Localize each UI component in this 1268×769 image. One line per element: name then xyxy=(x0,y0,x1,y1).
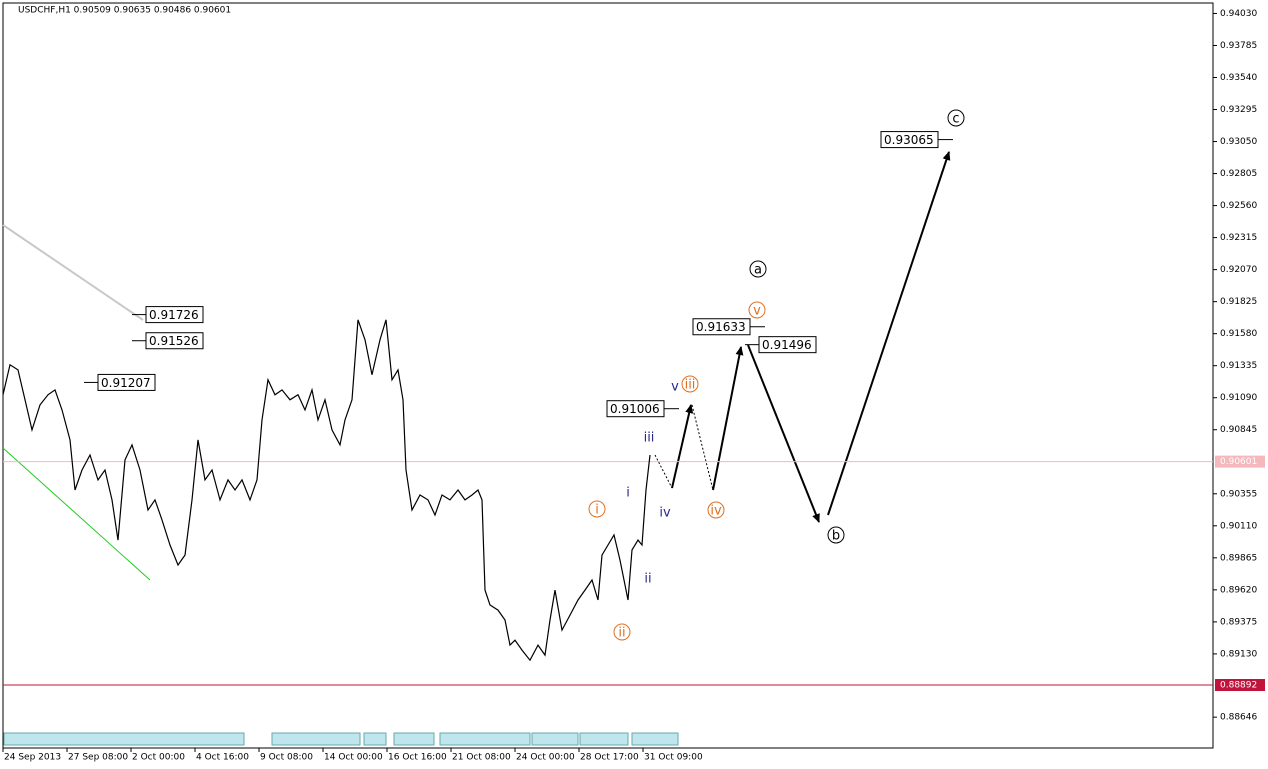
wave-label: i xyxy=(595,503,599,518)
price-level-label: 0.88892 xyxy=(1220,681,1257,691)
price-mark-box xyxy=(692,318,751,336)
wave-circle xyxy=(749,260,767,278)
y-tick-label: 0.93785 xyxy=(1220,41,1257,51)
x-tick-label: 24 Oct 00:00 xyxy=(516,753,575,763)
wave-circle xyxy=(613,623,631,641)
y-tick-label: 0.93050 xyxy=(1220,137,1257,147)
y-tick-label: 0.94030 xyxy=(1220,9,1257,19)
arrow xyxy=(747,344,820,523)
y-tick-label: 0.88646 xyxy=(1220,713,1257,723)
y-tick-label: 0.91335 xyxy=(1220,361,1257,371)
x-tick-label: 21 Oct 08:00 xyxy=(452,753,511,763)
price-level-tag xyxy=(1215,679,1265,692)
x-tick-label: 27 Sep 08:00 xyxy=(68,753,128,763)
price-mark-label: 0.91207 xyxy=(101,376,151,390)
x-tick-label: 24 Sep 2013 xyxy=(4,753,61,763)
wave-label: iv xyxy=(710,504,722,519)
wave-label: c xyxy=(952,112,959,127)
y-tick-label: 0.90845 xyxy=(1220,425,1257,435)
wave-circle xyxy=(947,109,965,127)
y-tick-label: 0.91090 xyxy=(1220,393,1257,403)
arrow xyxy=(691,404,714,491)
x-tick-label: 31 Oct 09:00 xyxy=(644,753,703,763)
wave-circle xyxy=(707,501,725,519)
wave-label: ii xyxy=(644,572,651,587)
y-tick-label: 0.89375 xyxy=(1220,617,1257,627)
y-tick-label: 0.89130 xyxy=(1220,649,1257,659)
chart-title: USDCHF,H1 0.90509 0.90635 0.90486 0.9060… xyxy=(18,6,231,16)
wave-label: b xyxy=(832,529,840,544)
price-mark-label: 0.91496 xyxy=(762,338,812,352)
x-tick-label: 14 Oct 00:00 xyxy=(324,753,383,763)
wave-circle xyxy=(588,500,606,518)
price-mark-label: 0.91633 xyxy=(696,320,746,334)
wave-label: v xyxy=(671,380,679,395)
y-tick-label: 0.92315 xyxy=(1220,233,1257,243)
x-tick-label: 16 Oct 16:00 xyxy=(388,753,447,763)
price-level-label: 0.90601 xyxy=(1220,457,1257,467)
trend-line xyxy=(2,447,151,581)
y-tick-label: 0.89620 xyxy=(1220,585,1257,595)
wave-label: iii xyxy=(685,378,696,393)
wave-label: iv xyxy=(659,506,671,521)
wave-circle xyxy=(748,301,766,319)
wave-circle xyxy=(827,526,845,544)
arrow xyxy=(827,151,951,516)
wave-label: v xyxy=(753,304,761,319)
y-tick-label: 0.90110 xyxy=(1220,521,1257,531)
y-tick-label: 0.91825 xyxy=(1220,297,1257,307)
tab-strip xyxy=(3,732,679,746)
price-mark-label: 0.91006 xyxy=(610,402,660,416)
y-tick-label: 0.91580 xyxy=(1220,329,1257,339)
price-mark-label: 0.93065 xyxy=(884,133,934,147)
wave-label: iii xyxy=(644,431,655,446)
price-mark-box xyxy=(145,332,204,350)
trend-line xyxy=(2,224,144,321)
price-level-tag xyxy=(1215,455,1265,468)
price-mark-label: 0.91726 xyxy=(149,308,199,322)
x-tick-label: 4 Oct 16:00 xyxy=(196,753,249,763)
price-mark-box xyxy=(880,131,939,149)
arrow xyxy=(712,346,744,491)
wave-circle xyxy=(681,375,699,393)
price-mark-label: 0.91526 xyxy=(149,334,199,348)
y-tick-label: 0.93295 xyxy=(1220,105,1257,115)
x-tick-label: 28 Oct 17:00 xyxy=(580,753,639,763)
y-tick-label: 0.92560 xyxy=(1220,201,1257,211)
x-tick-label: 2 Oct 00:00 xyxy=(132,753,185,763)
wave-label: ii xyxy=(618,626,625,641)
forecast-arrows xyxy=(654,151,951,523)
y-tick-label: 0.90355 xyxy=(1220,489,1257,499)
arrow xyxy=(671,404,694,489)
plot-frame xyxy=(2,2,1214,749)
y-tick-label: 0.92805 xyxy=(1220,169,1257,179)
x-tick-label: 9 Oct 08:00 xyxy=(260,753,313,763)
y-tick-label: 0.93540 xyxy=(1220,73,1257,83)
price-mark-box xyxy=(606,400,665,418)
price-mark-box xyxy=(758,336,817,354)
wave-label: a xyxy=(754,263,762,278)
y-tick-label: 0.92070 xyxy=(1220,265,1257,275)
price-mark-box xyxy=(97,373,156,391)
price-line xyxy=(2,319,651,662)
wave-label: i xyxy=(626,486,630,501)
price-mark-box xyxy=(145,306,204,324)
y-tick-label: 0.89865 xyxy=(1220,553,1257,563)
